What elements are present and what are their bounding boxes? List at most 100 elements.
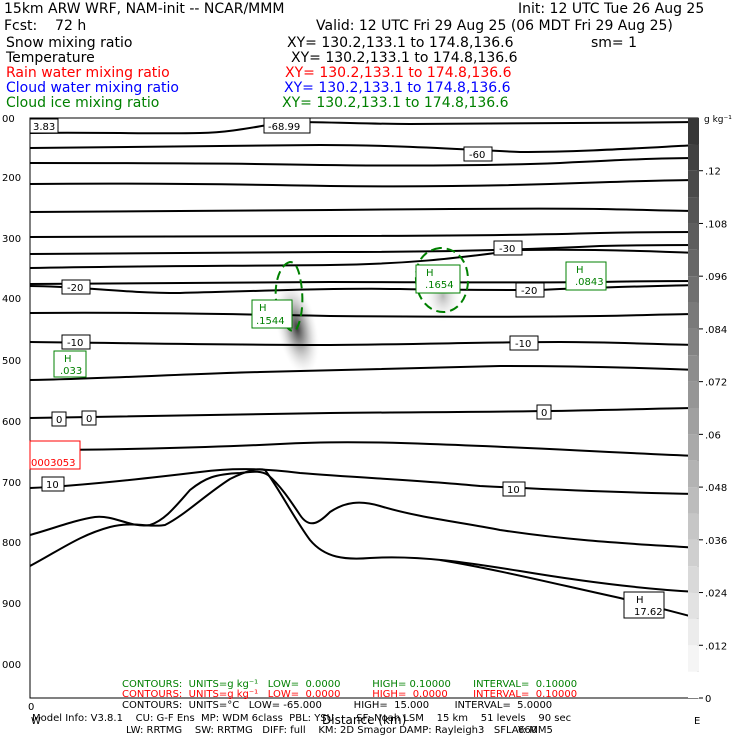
svg-text:0003053: 0003053 <box>31 458 76 469</box>
field-xy-cloud-water: XY= 130.2,133.1 to 174.8,136.6 <box>284 80 511 96</box>
y-tick-label: 400 <box>2 294 21 305</box>
colorbar-step <box>688 434 699 461</box>
colorbar-tick-label: .084 <box>705 325 727 336</box>
colorbar-step <box>688 566 699 593</box>
temp-label-minus-10: -10 <box>61 334 91 350</box>
field-name-cloud-water: Cloud water mixing ratio <box>6 80 179 96</box>
y-tick-label: 800 <box>2 538 21 549</box>
svg-text:0: 0 <box>541 408 547 419</box>
svg-text:-20: -20 <box>67 283 83 294</box>
svg-text:-30: -30 <box>499 244 515 255</box>
svg-text:0: 0 <box>86 414 92 425</box>
colorbar-step <box>688 328 699 356</box>
field-name-cloud-ice: Cloud ice mixing ratio <box>6 95 160 111</box>
temp-label-zero: 0 <box>51 411 67 427</box>
isotherm-minus-50 <box>29 179 699 188</box>
y-tick-label: 000 <box>2 660 21 671</box>
isotherm-minus-35 <box>29 244 699 255</box>
temp-label-minus-20: -20 <box>61 279 91 295</box>
colorbar-tick-label: .06 <box>705 430 721 441</box>
isotherm-minus-25 <box>29 280 699 285</box>
cloud-ice-high-west-edge: H.033 <box>53 350 87 378</box>
colorbar-step <box>688 276 699 303</box>
isotherm-17 <box>29 468 699 593</box>
svg-text:.0843: .0843 <box>575 277 604 288</box>
forecast-hour: Fcst: 72 h <box>4 18 87 34</box>
svg-text:-68.99: -68.99 <box>268 122 300 133</box>
svg-text:H: H <box>576 265 584 276</box>
svg-text:10: 10 <box>507 485 520 496</box>
temp-label-minus-60: -60 <box>463 146 493 162</box>
colorbar-step <box>688 118 699 145</box>
model-info-physics: LW: RRTMG SW: RRTMG DIFF: full KM: 2D Sm… <box>126 725 553 736</box>
colorbar-step <box>688 592 699 619</box>
x-dir-east: E <box>694 716 700 727</box>
colorbar-tick-label: .048 <box>705 483 727 494</box>
isotherm-minus-5 <box>29 364 699 381</box>
colorbar-step <box>688 460 699 488</box>
plot-frame <box>29 117 699 699</box>
isotherm-15 <box>29 470 699 549</box>
svg-text:.033: .033 <box>60 366 82 377</box>
svg-text:17.62: 17.62 <box>634 607 663 618</box>
temp-label-minus-20: -20 <box>515 282 545 298</box>
cloud-ice-high-far-east: H.0843 <box>565 261 607 291</box>
temp-label-10: 10 <box>41 476 65 492</box>
colorbar: .12 .108 .096 .084 .072 .06 .048 .036 .024 .012 0 <box>688 118 727 705</box>
colorbar-tick-label: .096 <box>705 272 727 283</box>
field-smooth: sm= 1 <box>591 35 638 51</box>
temp-min-label: -68.99 <box>263 117 311 134</box>
temp-max-label: H17.62 <box>623 591 665 619</box>
colorbar-step <box>688 355 699 382</box>
temp-label-zero: 0 <box>536 404 552 420</box>
colorbar-tick-label: .072 <box>705 378 727 389</box>
field-name-rain: Rain water mixing ratio <box>6 65 170 81</box>
colorbar-step <box>688 144 699 171</box>
colorbar-step <box>688 302 699 329</box>
svg-text:.1654: .1654 <box>425 280 454 291</box>
cloud-ice-contour-west <box>274 260 304 332</box>
colorbar-step <box>688 645 699 672</box>
colorbar-step <box>688 197 699 224</box>
model-info: Model Info: V3.8.1 CU: G-F Ens MP: WDM 6… <box>32 713 572 724</box>
y-tick-label: 600 <box>2 417 21 428</box>
temp-label-minus-30: -30 <box>493 240 523 256</box>
temp-label-minus-10: -10 <box>509 335 539 351</box>
y-tick-label: 00 <box>2 114 15 125</box>
colorbar-tick-label: 0 <box>705 694 711 705</box>
colorbar-step <box>688 513 699 540</box>
isotherm-10 <box>29 468 699 495</box>
x-dir-west: W <box>31 716 41 727</box>
rain-water-max-label: 0003053 <box>29 440 81 470</box>
contour-info-temperature: CONTOURS: UNITS=°C LOW= -65.000 HIGH= 15… <box>122 700 553 711</box>
svg-text:-10: -10 <box>67 338 83 349</box>
svg-text:-10: -10 <box>515 339 531 350</box>
isotherm-minus-15 <box>29 311 699 318</box>
colorbar-step <box>688 539 699 567</box>
isotherm-minus-65 <box>29 120 699 135</box>
colorbar-step <box>688 249 699 277</box>
isotherm-zero <box>29 407 699 419</box>
isotherm-minus-10 <box>29 340 699 347</box>
colorbar-tick-label: .024 <box>705 589 727 600</box>
svg-text:.1544: .1544 <box>256 316 285 327</box>
svg-text:H: H <box>259 303 267 314</box>
colorbar-step <box>688 223 699 250</box>
valid-time: Valid: 12 UTC Fri 29 Aug 25 (06 MDT Fri … <box>316 18 673 34</box>
isotherm-minus-30 <box>29 248 699 269</box>
isotherm-minus-45 <box>29 207 699 213</box>
field-xy-rain: XY= 130.2,133.1 to 174.8,136.6 <box>285 65 512 81</box>
y-tick-label: 300 <box>2 234 21 245</box>
colorbar-tick-label: .12 <box>705 167 721 178</box>
temp-label-zero: 0 <box>81 410 97 426</box>
colorbar-step <box>688 618 699 646</box>
temp-label-10: 10 <box>502 481 526 497</box>
svg-text:-20: -20 <box>521 286 537 297</box>
svg-text:3.83: 3.83 <box>33 122 55 133</box>
colorbar-step <box>688 487 699 514</box>
x-tick-label: 0 <box>28 702 34 713</box>
isotherm-minus-55 <box>29 157 699 167</box>
svg-text:H: H <box>636 595 644 606</box>
temp-corner-label: 3.83 <box>29 118 59 134</box>
